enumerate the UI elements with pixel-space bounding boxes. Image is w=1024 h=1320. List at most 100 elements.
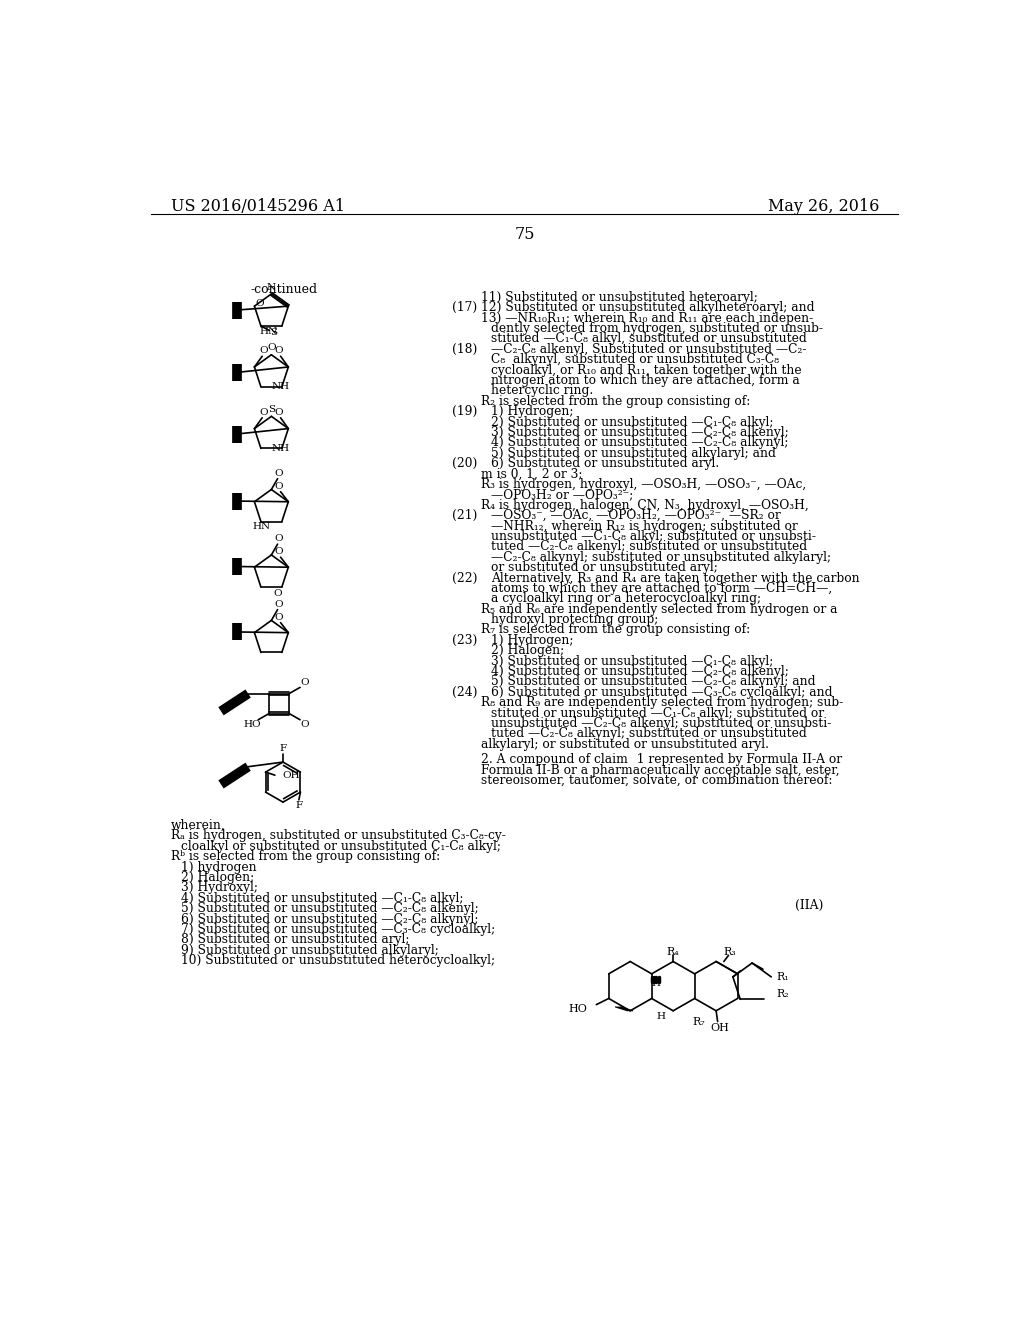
Text: O: O — [274, 548, 284, 556]
Text: stituted —C₁-C₈ alkyl, substituted or unsubstituted: stituted —C₁-C₈ alkyl, substituted or un… — [492, 333, 807, 346]
Text: 4) Substituted or unsubstituted —C₂-C₈ alkynyl;: 4) Substituted or unsubstituted —C₂-C₈ a… — [492, 437, 788, 449]
Text: O: O — [256, 298, 264, 308]
Text: (18): (18) — [452, 343, 477, 356]
Text: Rᵇ is selected from the group consisting of:: Rᵇ is selected from the group consisting… — [171, 850, 440, 863]
Text: —OSO₃⁻, —OAc, —OPO₃H₂, —OPO₃²⁻, —SR₂ or: —OSO₃⁻, —OAc, —OPO₃H₂, —OPO₃²⁻, —SR₂ or — [492, 510, 781, 523]
Text: R₁: R₁ — [777, 972, 790, 982]
Text: 7) Substituted or unsubstituted —C₃-C₈ cycloalkyl;: 7) Substituted or unsubstituted —C₃-C₈ c… — [181, 923, 496, 936]
Text: 6) Substituted or unsubstituted aryl.: 6) Substituted or unsubstituted aryl. — [492, 457, 720, 470]
Text: 4) Substituted or unsubstituted —C₂-C₈ alkenyl;: 4) Substituted or unsubstituted —C₂-C₈ a… — [492, 665, 790, 678]
Text: 5) Substituted or unsubstituted —C₂-C₈ alkynyl; and: 5) Substituted or unsubstituted —C₂-C₈ a… — [492, 676, 816, 689]
Text: hetercyclic ring.: hetercyclic ring. — [492, 384, 594, 397]
Text: O: O — [259, 346, 268, 355]
Text: NH: NH — [271, 383, 290, 391]
Text: —OPO₃H₂ or —OPO₃²⁻;: —OPO₃H₂ or —OPO₃²⁻; — [492, 488, 634, 502]
Text: dently selected from hydrogen, substituted or unsub-: dently selected from hydrogen, substitut… — [492, 322, 823, 335]
Text: O: O — [274, 535, 284, 544]
Text: 13) —NR₁₀R₁₁; wherein R₁₀ and R₁₁ are each indepen-: 13) —NR₁₀R₁₁; wherein R₁₀ and R₁₁ are ea… — [480, 312, 813, 325]
Text: R₂ is selected from the group consisting of:: R₂ is selected from the group consisting… — [480, 395, 750, 408]
Text: —NHR₁₂, wherein R₁₂ is hydrogen; substituted or: —NHR₁₂, wherein R₁₂ is hydrogen; substit… — [492, 520, 799, 532]
Text: R₄: R₄ — [667, 948, 680, 957]
Text: F: F — [295, 801, 302, 810]
Text: stereoisomer, tautomer, solvate, or combination thereof:: stereoisomer, tautomer, solvate, or comb… — [480, 775, 833, 787]
Text: R₈ and R₉ are independently selected from hydrogen; sub-: R₈ and R₉ are independently selected fro… — [480, 696, 843, 709]
Text: Alternatively, R₃ and R₄ are taken together with the carbon: Alternatively, R₃ and R₄ are taken toget… — [492, 572, 860, 585]
Text: (17): (17) — [452, 301, 477, 314]
Text: May 26, 2016: May 26, 2016 — [768, 198, 879, 215]
Text: HN: HN — [259, 327, 278, 335]
Text: NH: NH — [271, 444, 290, 453]
Text: nitrogen atom to which they are attached, form a: nitrogen atom to which they are attached… — [492, 374, 800, 387]
Text: HO: HO — [568, 1005, 587, 1014]
Text: alkylaryl; or substituted or unsubstituted aryl.: alkylaryl; or substituted or unsubstitut… — [480, 738, 769, 751]
Text: 2) Halogen;: 2) Halogen; — [181, 871, 255, 884]
Text: F: F — [280, 744, 287, 754]
Text: (22): (22) — [452, 572, 477, 585]
Text: Formula II-B or a pharmaceutically acceptable salt, ester,: Formula II-B or a pharmaceutically accep… — [480, 764, 840, 776]
Text: O: O — [274, 482, 284, 491]
Text: 6) Substituted or unsubstituted —C₃-C₈ cycloalkyl; and: 6) Substituted or unsubstituted —C₃-C₈ c… — [492, 686, 833, 698]
Text: O: O — [273, 589, 283, 598]
Text: 1) hydrogen: 1) hydrogen — [181, 861, 257, 874]
Text: -continued: -continued — [251, 284, 317, 296]
Text: a cycloalkyl ring or a heterocycloalkyl ring;: a cycloalkyl ring or a heterocycloalkyl … — [492, 593, 762, 606]
Text: 3) Substituted or unsubstituted —C₂-C₈ alkenyl;: 3) Substituted or unsubstituted —C₂-C₈ a… — [492, 426, 790, 440]
Text: R₃ is hydrogen, hydroxyl, —OSO₃H, —OSO₃⁻, —OAc,: R₃ is hydrogen, hydroxyl, —OSO₃H, —OSO₃⁻… — [480, 478, 806, 491]
Text: 1) Hydrogen;: 1) Hydrogen; — [492, 634, 574, 647]
Text: HO: HO — [243, 719, 261, 729]
Text: HN: HN — [253, 521, 271, 531]
Text: O: O — [274, 469, 284, 478]
Text: H: H — [651, 978, 660, 987]
Text: 5) Substituted or unsubstituted —C₂-C₈ alkenyl;: 5) Substituted or unsubstituted —C₂-C₈ a… — [181, 903, 479, 915]
Text: or substituted or unsubstituted aryl;: or substituted or unsubstituted aryl; — [492, 561, 719, 574]
Text: R₃: R₃ — [724, 948, 736, 957]
Text: 1) Hydrogen;: 1) Hydrogen; — [492, 405, 574, 418]
Text: O: O — [300, 678, 309, 688]
Text: (20): (20) — [452, 457, 477, 470]
Text: cloalkyl or substituted or unsubstituted C₁-C₈ alkyl;: cloalkyl or substituted or unsubstituted… — [181, 840, 502, 853]
Text: —C₂-C₈ alkynyl; substituted or unsubstituted alkylaryl;: —C₂-C₈ alkynyl; substituted or unsubstit… — [492, 550, 831, 564]
Text: atoms to which they are attached to form —CH=CH—,: atoms to which they are attached to form… — [492, 582, 833, 595]
Text: O: O — [274, 612, 284, 622]
Text: unsubstituted —C₁-C₈ alkyl; substituted or unsubsti-: unsubstituted —C₁-C₈ alkyl; substituted … — [492, 529, 816, 543]
Text: N: N — [267, 284, 275, 292]
Text: 2) Halogen;: 2) Halogen; — [492, 644, 564, 657]
Text: S: S — [268, 405, 274, 414]
Text: H: H — [656, 1012, 666, 1022]
Text: (23): (23) — [452, 634, 477, 647]
Text: 11) Substituted or unsubstituted heteroaryl;: 11) Substituted or unsubstituted heteroa… — [480, 290, 758, 304]
Text: 2. A compound of claim   1 represented by Formula II-A or: 2. A compound of claim 1 represented by … — [480, 754, 842, 767]
Text: stituted or unsubstituted —C₁-C₈ alkyl; substituted or: stituted or unsubstituted —C₁-C₈ alkyl; … — [492, 706, 824, 719]
Text: 3) Substituted or unsubstituted —C₁-C₈ alkyl;: 3) Substituted or unsubstituted —C₁-C₈ a… — [492, 655, 774, 668]
Text: S: S — [270, 329, 278, 338]
Text: R₂: R₂ — [777, 989, 790, 999]
Text: O: O — [274, 408, 284, 417]
Text: unsubstituted —C₂-C₈ alkenyl; substituted or unsubsti-: unsubstituted —C₂-C₈ alkenyl; substitute… — [492, 717, 831, 730]
Text: 4) Substituted or unsubstituted —C₁-C₈ alkyl;: 4) Substituted or unsubstituted —C₁-C₈ a… — [181, 892, 464, 904]
Text: 3) Hydroxyl;: 3) Hydroxyl; — [181, 882, 258, 895]
Text: cycloalkyl, or R₁₀ and R₁₁, taken together with the: cycloalkyl, or R₁₀ and R₁₁, taken togeth… — [492, 363, 802, 376]
Text: —C₂-C₈ alkenyl, Substituted or unsubstituted —C₂-: —C₂-C₈ alkenyl, Substituted or unsubstit… — [492, 343, 807, 356]
Text: OH: OH — [711, 1023, 729, 1032]
Text: 10) Substituted or unsubstituted heterocycloalkyl;: 10) Substituted or unsubstituted heteroc… — [181, 954, 496, 968]
Text: O: O — [300, 719, 309, 729]
Text: (21): (21) — [452, 510, 477, 523]
Text: O: O — [267, 343, 275, 352]
Text: OH: OH — [283, 771, 300, 780]
Text: 6) Substituted or unsubstituted —C₂-C₈ alkynyl;: 6) Substituted or unsubstituted —C₂-C₈ a… — [181, 912, 479, 925]
Text: tuted —C₂-C₈ alkynyl; substituted or unsubstituted: tuted —C₂-C₈ alkynyl; substituted or uns… — [492, 727, 807, 741]
Text: R₇: R₇ — [692, 1016, 705, 1027]
Text: 75: 75 — [514, 226, 536, 243]
Text: hydroxyl protecting group;: hydroxyl protecting group; — [492, 612, 658, 626]
Text: R₄ is hydrogen, halogen, CN, N₃, hydroxyl, —OSO₃H,: R₄ is hydrogen, halogen, CN, N₃, hydroxy… — [480, 499, 808, 512]
Text: wherein,: wherein, — [171, 818, 225, 832]
Text: O: O — [274, 346, 284, 355]
Text: R₅ and R₆ are independently selected from hydrogen or a: R₅ and R₆ are independently selected fro… — [480, 603, 838, 615]
Text: 12) Substituted or unsubstituted alkylheteroaryl; and: 12) Substituted or unsubstituted alkylhe… — [480, 301, 814, 314]
Text: (24): (24) — [452, 686, 477, 698]
Text: 8) Substituted or unsubstituted aryl;: 8) Substituted or unsubstituted aryl; — [181, 933, 410, 946]
Text: (IIA): (IIA) — [795, 899, 823, 912]
Text: 9) Substituted or unsubstituted alkylaryl;: 9) Substituted or unsubstituted alkylary… — [181, 944, 439, 957]
Text: US 2016/0145296 A1: US 2016/0145296 A1 — [171, 198, 345, 215]
Text: R₇ is selected from the group consisting of:: R₇ is selected from the group consisting… — [480, 623, 750, 636]
